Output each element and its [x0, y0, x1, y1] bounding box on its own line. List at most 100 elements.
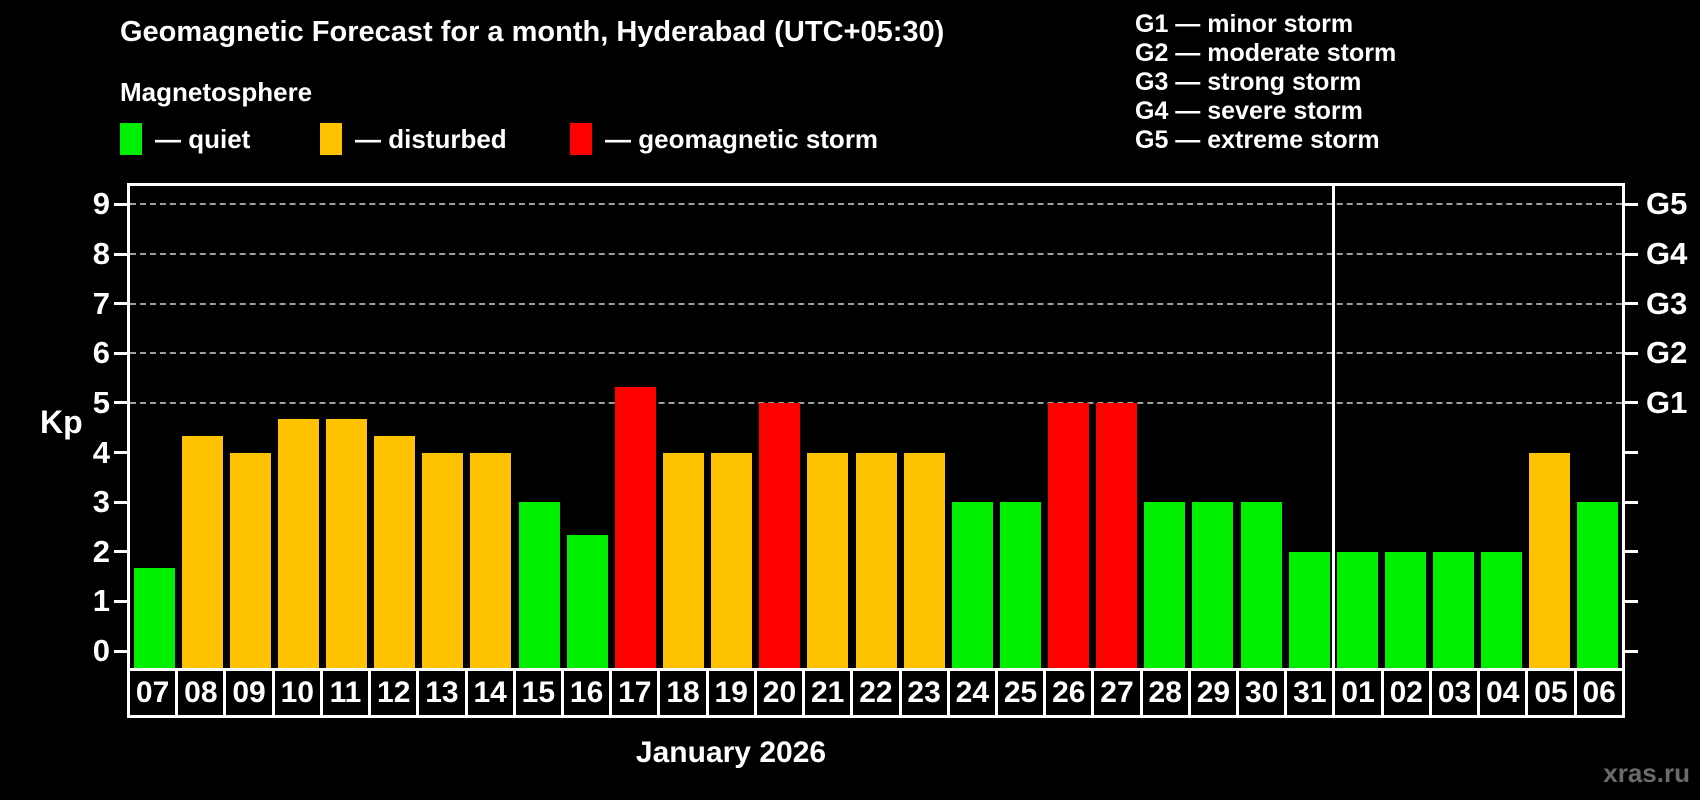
- bar-day-31: [1288, 551, 1330, 668]
- right-tick-kp1: [1622, 599, 1638, 603]
- bar-day-15: [518, 502, 560, 668]
- left-tick-kp8: [114, 252, 130, 256]
- y-tick-label-4: 4: [92, 434, 110, 470]
- day-label-07: 07: [135, 676, 170, 709]
- left-tick-kp2: [114, 550, 130, 554]
- legend-item-disturbed-label: — disturbed: [355, 123, 507, 154]
- left-tick-kp0: [114, 649, 130, 653]
- bar-day-29: [1192, 502, 1234, 668]
- left-tick-kp9: [114, 202, 130, 206]
- magnetosphere-label: Magnetosphere: [120, 77, 313, 107]
- bar-day-05: [1529, 452, 1571, 668]
- gridline-kp8: [130, 253, 1622, 256]
- day-label-29: 29: [1187, 671, 1236, 715]
- bar-day-14: [470, 452, 512, 668]
- day-label-10: 10: [271, 671, 320, 715]
- right-tick-kp4: [1622, 451, 1638, 455]
- g-level-label-g5: G5: [1646, 186, 1688, 222]
- g3-legend-line: G3 — strong storm: [1135, 68, 1362, 96]
- plot-top-border: [127, 183, 1625, 186]
- bar-day-17: [614, 386, 656, 668]
- bar-day-26: [1048, 402, 1090, 668]
- bar-day-07: [133, 568, 175, 668]
- bar-day-25: [999, 502, 1041, 668]
- left-tick-kp1: [114, 599, 130, 603]
- legend-item-quiet: — quiet: [120, 121, 250, 157]
- left-tick-kp4: [114, 451, 130, 455]
- quiet-color-swatch: [120, 123, 142, 155]
- bar-day-23: [903, 452, 945, 668]
- bar-day-06: [1577, 502, 1619, 668]
- bar-day-28: [1144, 502, 1186, 668]
- day-label-30: 30: [1236, 671, 1284, 715]
- day-label-05: 05: [1525, 671, 1573, 715]
- bar-day-20: [759, 402, 801, 668]
- day-label-23: 23: [898, 671, 947, 715]
- bar-day-08: [181, 436, 223, 668]
- legend-item-storm: — geomagnetic storm: [570, 121, 878, 157]
- bar-day-18: [662, 452, 704, 668]
- day-label-21: 21: [802, 671, 850, 715]
- day-label-18: 18: [657, 671, 705, 715]
- bar-day-30: [1240, 502, 1282, 668]
- month-separator-line: [1331, 183, 1335, 668]
- g1-legend-line: G1 — minor storm: [1135, 10, 1354, 38]
- bar-day-04: [1481, 551, 1523, 668]
- left-tick-kp6: [114, 351, 130, 355]
- day-label-03: 03: [1428, 671, 1477, 715]
- day-label-09: 09: [223, 671, 271, 715]
- day-label-22: 22: [850, 671, 898, 715]
- day-label-11: 11: [319, 671, 368, 715]
- right-tick-kp6: [1622, 351, 1638, 355]
- y-tick-label-5: 5: [92, 384, 110, 420]
- disturbed-color-swatch: [320, 123, 342, 155]
- y-tick-label-6: 6: [92, 335, 110, 371]
- g-level-label-g1: G1: [1646, 384, 1688, 420]
- right-tick-kp3: [1622, 500, 1638, 504]
- day-label-19: 19: [705, 671, 754, 715]
- day-label-06: 06: [1573, 671, 1622, 715]
- watermark: xras.ru: [1603, 758, 1690, 788]
- bar-day-16: [566, 535, 608, 668]
- day-label-12: 12: [368, 671, 416, 715]
- bar-day-12: [374, 436, 416, 668]
- bar-day-22: [855, 452, 897, 668]
- bar-day-21: [807, 452, 849, 668]
- legend-item-quiet-label: — quiet: [155, 123, 251, 154]
- y-tick-label-9: 9: [92, 186, 110, 222]
- day-label-24: 24: [946, 671, 995, 715]
- day-label-13: 13: [416, 671, 464, 715]
- left-tick-kp7: [114, 302, 130, 306]
- day-label-17: 17: [609, 671, 657, 715]
- day-label-15: 15: [512, 671, 561, 715]
- gridline-kp6: [130, 352, 1622, 355]
- day-label-28: 28: [1139, 671, 1188, 715]
- g-level-label-g3: G3: [1646, 285, 1688, 321]
- y-tick-label-7: 7: [92, 285, 110, 321]
- day-label-08: 08: [175, 671, 223, 715]
- g5-legend-line: G5 — extreme storm: [1135, 126, 1380, 154]
- bar-day-10: [277, 419, 319, 668]
- day-label-31: 31: [1284, 671, 1332, 715]
- left-tick-kp5: [114, 401, 130, 405]
- y-axis-title: Kp: [40, 404, 83, 440]
- day-label-01: 01: [1332, 671, 1380, 715]
- right-tick-kp9: [1622, 202, 1638, 206]
- right-tick-kp2: [1622, 550, 1638, 554]
- day-label-20: 20: [753, 671, 802, 715]
- y-tick-label-0: 0: [92, 633, 110, 668]
- right-tick-kp0: [1622, 649, 1638, 653]
- day-label-02: 02: [1380, 671, 1429, 715]
- gridline-kp9: [130, 203, 1622, 206]
- left-tick-kp3: [114, 500, 130, 504]
- plot-area: 0 1 2 3 4 5 6 7 8 9 G1 G2 G3 G4 G5: [93, 183, 1687, 668]
- bar-day-11: [326, 419, 368, 668]
- y-tick-label-2: 2: [92, 533, 110, 569]
- chart-title: Geomagnetic Forecast for a month, Hydera…: [120, 16, 945, 48]
- right-tick-kp8: [1622, 252, 1638, 256]
- bar-day-24: [951, 502, 993, 668]
- x-axis-day-labels: 07 08 09 10 11 12 13 14 15 16 17 18 19 20 21 22 23 24 25 26…: [127, 668, 1625, 718]
- day-label-25: 25: [994, 671, 1043, 715]
- day-label-16: 16: [560, 671, 609, 715]
